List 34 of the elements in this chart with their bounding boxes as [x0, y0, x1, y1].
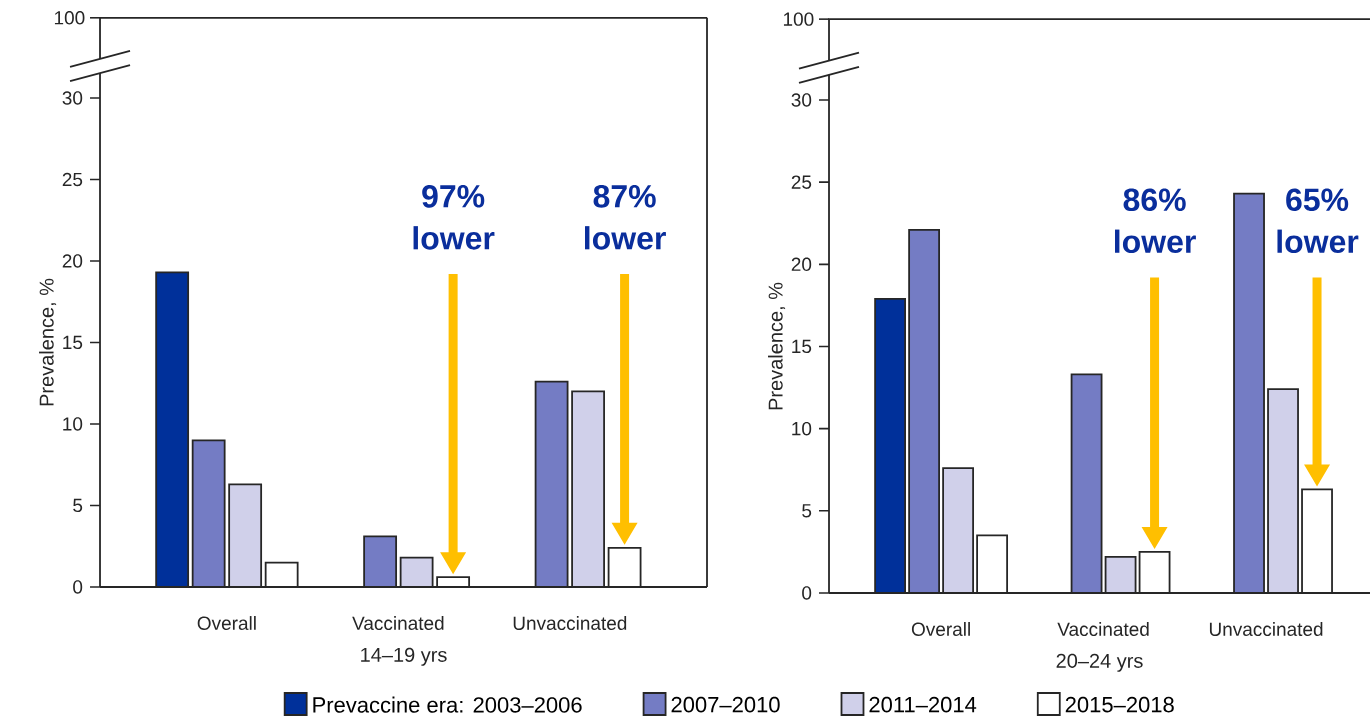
y-tick-label: 15: [63, 335, 83, 350]
y-tick-label: 10: [63, 417, 83, 431]
y-tick-label: 0: [802, 586, 812, 600]
x-tick-label: Unvaccinated: [1209, 622, 1323, 637]
y-axis-title: Prevalence, %: [39, 278, 57, 406]
text: 100: [54, 11, 85, 25]
y-axis-title: Prevalence, %: [768, 282, 786, 410]
annotation: 97% lower: [413, 184, 495, 250]
y-tick-label: 0: [73, 580, 83, 594]
y-tick-label: 10: [792, 421, 812, 436]
legend-label: 2015–2018: [1065, 696, 1174, 713]
x-axis-title: 20–24 yrs: [1056, 653, 1143, 672]
annotation: 65% lower: [1277, 188, 1359, 254]
y-tick-label: 5: [802, 504, 812, 518]
x-tick-label: Overall: [911, 622, 970, 637]
legend-label: 2007–2010: [671, 696, 780, 713]
legend-label: 2011–2014: [869, 696, 977, 713]
x-tick-label: Unvaccinated: [513, 616, 627, 631]
y-tick-label: 5: [73, 498, 83, 513]
text: 100: [783, 12, 814, 26]
annotation: 86% lower: [1115, 188, 1196, 254]
y-tick-label: 20: [791, 257, 812, 272]
y-tick-label: 15: [792, 339, 812, 354]
annotation: 87% lower: [585, 184, 666, 250]
y-tick-label: 25: [791, 175, 812, 189]
x-tick-label: Overall: [197, 616, 256, 631]
legend-label: Prevaccine era: 2003–2006: [313, 696, 582, 713]
x-axis-title: 14–19 yrs: [361, 647, 447, 666]
x-tick-label: Vaccinated: [1057, 622, 1149, 637]
y-tick-label: 30: [62, 91, 83, 105]
x-tick-label: Vaccinated: [352, 616, 444, 631]
y-tick-label: 25: [62, 172, 83, 187]
y-tick-label: 20: [62, 254, 83, 268]
y-tick-label: 30: [791, 93, 812, 107]
